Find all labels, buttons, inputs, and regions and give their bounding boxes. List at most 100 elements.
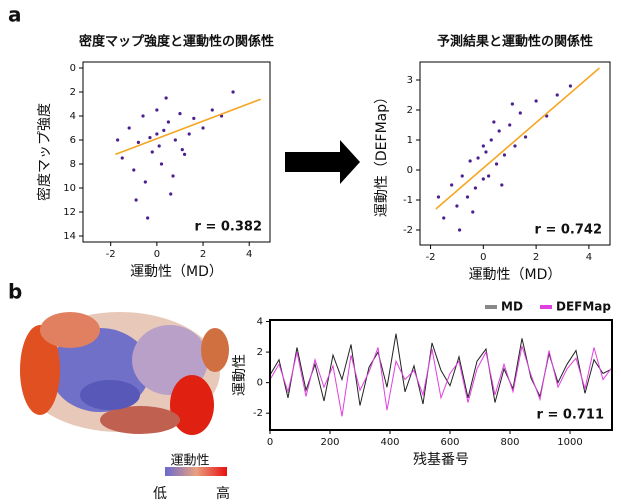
point [487,174,491,178]
point [141,114,145,118]
x-tick-label: 0 [154,249,160,260]
x-tick-label: -2 [426,252,436,263]
x-tick-label: 200 [320,437,339,448]
series-line [269,345,613,417]
point [187,132,191,136]
point [166,120,171,124]
point [450,183,454,187]
colorbar-low: 低 [153,486,167,502]
x-tick-label: 0 [267,437,273,448]
y-tick-label: 4 [70,111,76,122]
point [518,111,522,115]
point [508,123,512,127]
chart-title: 密度マップ強度と運動性の関係性 [78,34,274,50]
y-tick-label: -1 [403,195,413,206]
x-tick-label: 400 [380,437,399,448]
legend-label: DEFMap [556,300,611,314]
point [178,112,182,116]
point [460,174,464,178]
point [494,162,499,166]
point [473,186,478,190]
plot-frame [82,61,271,243]
point [492,120,496,124]
point [210,108,214,112]
point [155,132,159,136]
annotation: r = 0.711 [537,408,604,423]
chart-title: 予測結果と運動性の関係性 [437,34,593,50]
legend-label: MD [501,300,523,314]
point [192,116,196,120]
point [568,84,573,88]
y-tick-label: 2 [70,87,76,98]
y-tick-label: -2 [253,408,263,419]
point [169,192,173,196]
colorbar-label: 運動性 [170,454,209,469]
x-axis-label: 運動性（MD） [469,267,562,283]
point [201,126,205,130]
point [471,210,475,214]
y-tick-label: 2 [407,105,413,116]
arrow [285,140,360,184]
point [162,128,166,132]
y-tick-label: 12 [63,207,76,218]
fit-line [435,67,600,210]
point [157,144,161,148]
point [513,144,517,148]
y-tick-label: 2 [257,347,263,358]
point [436,195,441,199]
point [476,156,480,160]
x-tick-label: 2 [200,249,206,260]
point [148,136,152,140]
point [465,195,470,199]
y-axis-label: 運動性（DEFMap） [374,90,390,217]
protein-structure [20,312,229,435]
point [523,135,528,139]
point [481,177,485,181]
panel-label: a [8,3,22,27]
point [132,168,136,172]
y-axis-label: 密度マップ強度 [36,103,53,201]
x-tick-label: 4 [586,252,592,263]
colorbar [165,467,227,476]
point [457,228,462,232]
point [136,140,141,144]
y-tick-label: 0 [257,378,263,389]
y-tick-label: 0 [407,165,413,176]
annotation: r = 0.382 [195,220,262,235]
y-tick-label: 0 [70,63,76,74]
point [484,150,488,154]
point [155,108,159,112]
y-tick-label: 10 [63,183,76,194]
x-tick-label: -2 [106,249,116,260]
x-tick-label: 0 [480,252,486,263]
point [502,153,507,157]
point [182,152,187,156]
point [127,126,131,130]
point [150,150,154,154]
point [468,159,472,163]
point [497,129,501,133]
point [442,216,446,220]
y-tick-label: 1 [407,135,413,146]
y-tick-label: 4 [257,317,263,328]
point [500,183,504,187]
x-tick-label: 2 [533,252,539,263]
point [171,174,175,178]
plot-frame [269,319,613,431]
panel-label: b [8,280,22,304]
x-tick-label: 600 [440,437,459,448]
y-tick-label: 8 [70,159,76,170]
point [120,156,124,160]
annotation: r = 0.742 [535,223,602,238]
x-tick-label: 4 [246,249,252,260]
x-axis-label: 残基番号 [413,451,469,468]
fit-line [115,98,262,156]
point [510,102,514,106]
plot-frame [419,61,611,246]
colorbar-high: 高 [216,485,230,502]
point [481,144,485,148]
point [159,162,164,166]
series-line [269,333,613,406]
point [116,138,120,142]
